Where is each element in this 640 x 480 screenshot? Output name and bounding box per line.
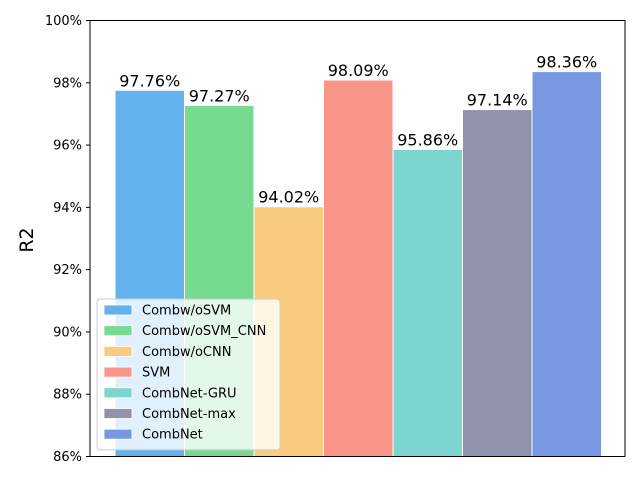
y-tick-label: 92%	[53, 263, 82, 278]
bar-svm	[323, 79, 394, 458]
bar-combnet-max	[462, 109, 533, 457]
legend-entry-label: Combw/oSVM	[142, 304, 231, 319]
y-tick-label: 98%	[53, 76, 82, 91]
legend-entry-label: CombNet-GRU	[142, 386, 237, 401]
legend-swatch	[103, 408, 133, 419]
bar-value-label: 95.86%	[397, 130, 458, 149]
legend-swatch	[103, 345, 133, 357]
legend-swatch	[103, 304, 133, 316]
legend-entry-label: Combw/oCNN	[142, 345, 231, 360]
legend-swatch	[103, 387, 133, 399]
y-tick-label: 96%	[53, 139, 82, 154]
y-axis: 86% 88% 90% 92% 94% 96% 98% 100%	[45, 14, 90, 465]
bar-value-label: 97.14%	[467, 91, 528, 110]
legend-entry-label: CombNet-max	[142, 407, 236, 422]
legend-entry-label: CombNet	[142, 428, 203, 443]
legend-swatch	[103, 325, 133, 337]
legend-box	[96, 298, 281, 451]
bar-combnet	[531, 71, 602, 458]
y-tick-label: 86%	[53, 450, 82, 465]
bar-value-label: 98.09%	[328, 61, 389, 80]
legend: Combw/oSVM Combw/oSVM_CNN Combw/oCNN SVM Com…	[96, 298, 281, 451]
y-tick-label: 90%	[53, 325, 82, 340]
bar-value-label: 97.27%	[189, 87, 250, 106]
legend-swatch	[103, 366, 133, 378]
plot-frame	[89, 20, 626, 457]
y-tick-label: 88%	[53, 388, 82, 403]
legend-entry-label: Combw/oSVM_CNN	[142, 324, 266, 339]
legend-swatch	[103, 428, 133, 440]
y-tick-label: 100%	[45, 14, 82, 29]
y-tick-label: 94%	[53, 201, 82, 216]
bar-value-label: 97.76%	[119, 71, 180, 90]
legend-entry-label: SVM	[142, 366, 170, 381]
bar-value-label: 98.36%	[536, 53, 597, 72]
bar-labels-group: 97.76% 97.27% 94.02% 98.09% 95.86% 97.14% 98.3…	[119, 53, 597, 207]
bar-combnet-gru	[392, 148, 463, 457]
y-axis-label: R2	[16, 227, 38, 252]
bar-value-label: 94.02%	[258, 188, 319, 207]
